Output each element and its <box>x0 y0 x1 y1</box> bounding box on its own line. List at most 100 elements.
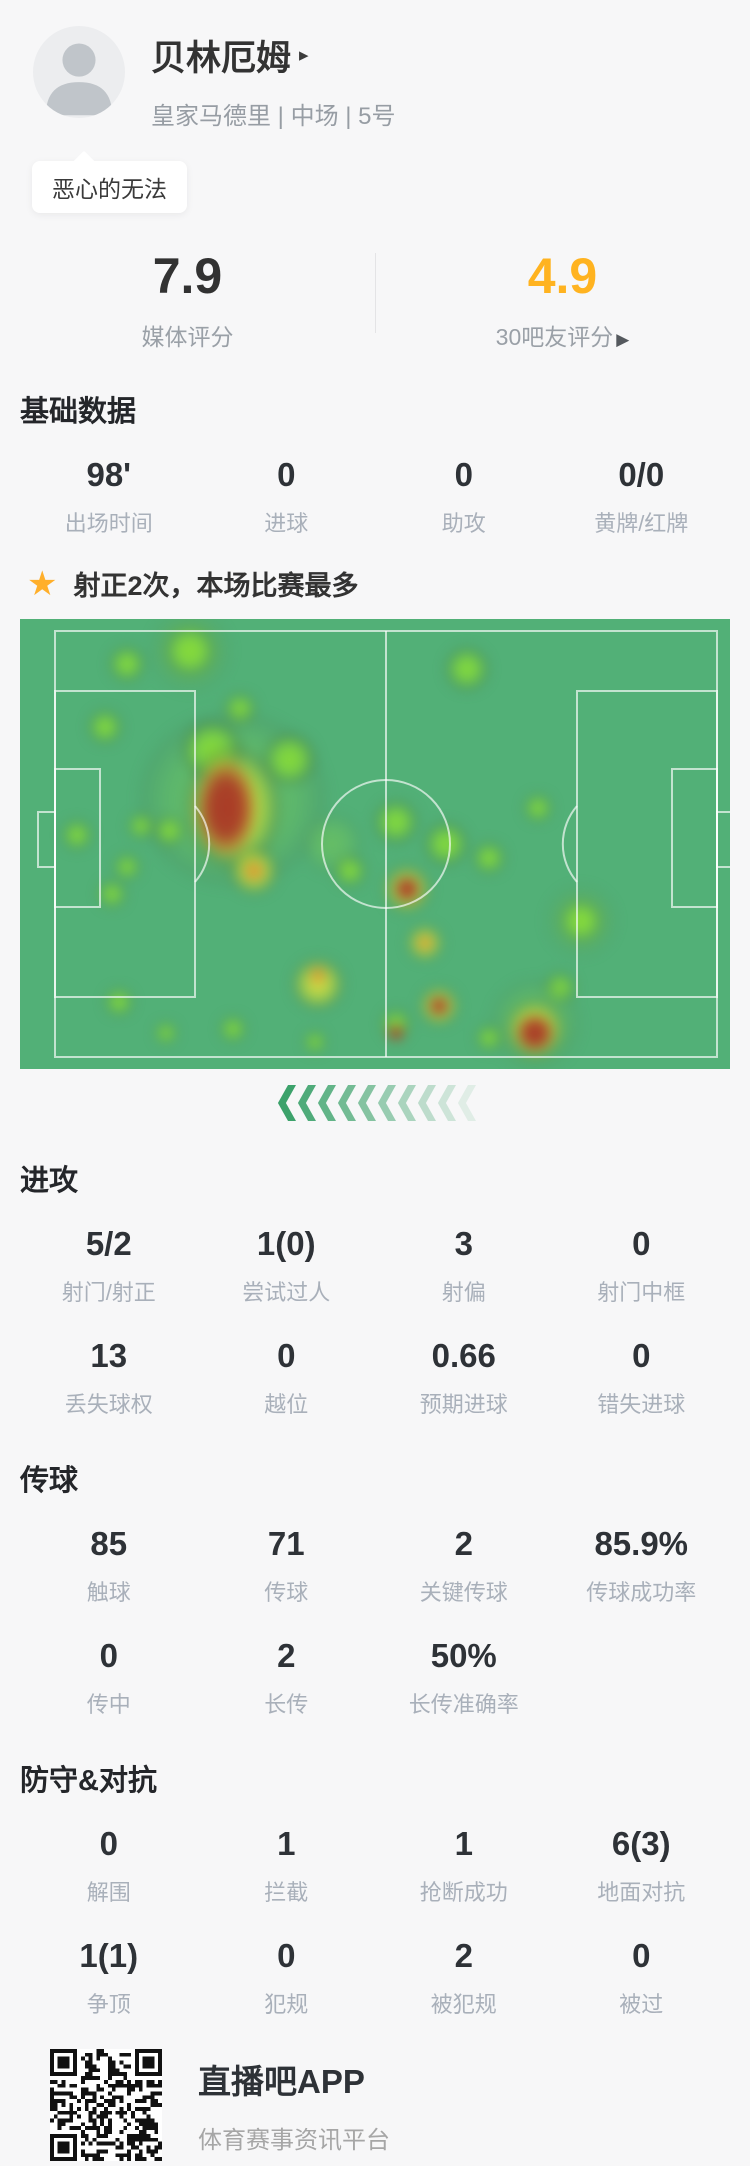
heat-blob <box>416 935 433 951</box>
highlight-text: 射正2次，本场比赛最多 <box>73 571 359 601</box>
stat-cell: 0 进球 <box>198 456 376 538</box>
heat-blob <box>164 624 217 677</box>
heat-blob <box>388 1025 405 1041</box>
stat-label: 关键传球 <box>419 1580 508 1605</box>
stat-value: 0 <box>632 1937 651 1974</box>
heat-blob <box>393 876 420 902</box>
heat-blob <box>475 1024 502 1051</box>
stat-value: 5/2 <box>85 1225 132 1262</box>
stat-row: 13 丢失球权 0 越位 0.66 预期进球 0 错失进球 <box>20 1307 730 1419</box>
heat-blob <box>61 820 92 850</box>
stat-label: 预期进球 <box>419 1392 508 1417</box>
chevron-right-icon: ▶ <box>616 330 630 349</box>
person-silhouette-icon <box>45 43 113 116</box>
stat-row: 85 触球 71 传球 2 关键传球 85.9% 传球成功率 <box>20 1499 730 1607</box>
stat-label: 传中 <box>86 1692 131 1717</box>
stat-value: 0 <box>277 1937 296 1974</box>
stat-label: 争顶 <box>86 1992 131 2017</box>
stat-cell: 0.66 预期进球 <box>375 1337 553 1419</box>
player-header: 贝林厄姆 ▸ 皇家马德里 | 中场 | 5号 <box>0 0 750 131</box>
stat-cell: 0 助攻 <box>375 456 553 538</box>
stat-label: 进球 <box>264 511 309 536</box>
stat-value <box>553 1637 731 1677</box>
attack-section: 进攻 5/2 射门/射正 1(0) 尝试过人 3 射偏 0 射门中框 13 丢失球权 0 越位 0.66… <box>0 1157 750 1419</box>
stat-cell: 85 触球 <box>20 1525 198 1607</box>
heat-blob <box>154 1022 177 1044</box>
stat-label: 尝试过人 <box>242 1280 331 1305</box>
player-name: 贝林厄姆 <box>151 39 292 78</box>
heat-blob <box>108 646 145 682</box>
stat-cell: 98' 出场时间 <box>20 456 198 538</box>
stat-value: 1 <box>277 1825 296 1862</box>
heat-blob <box>515 1014 554 1052</box>
stat-value: 2 <box>454 1525 473 1562</box>
stat-label: 错失进球 <box>597 1392 686 1417</box>
stat-label: 传球成功率 <box>586 1580 697 1605</box>
stat-value: 1 <box>454 1825 473 1862</box>
heat-blob <box>243 860 266 882</box>
stat-label: 黄牌/红牌 <box>594 511 689 536</box>
stat-cell: 2 关键传球 <box>375 1525 553 1607</box>
stat-label: 射门/射正 <box>61 1280 156 1305</box>
app-footer: 直播吧APP 体育赛事资讯平台 <box>0 2019 750 2161</box>
pitch-lines <box>37 630 730 1058</box>
basic-stats-grid: 98' 出场时间 0 进球 0 助攻 0/0 黄牌/红牌 <box>20 430 730 538</box>
media-rating-label: 媒体评分 <box>141 324 234 350</box>
heat-blob <box>472 841 505 874</box>
heat-blob <box>303 1031 326 1053</box>
player-avatar[interactable] <box>33 26 125 118</box>
heat-blob <box>524 794 553 822</box>
stat-label: 长传准确率 <box>408 1692 519 1717</box>
tag-bubble[interactable]: 恶心的无法 <box>32 161 187 213</box>
stat-value: 0.66 <box>431 1337 496 1374</box>
defense-stats-grid: 0 解围 1 拦截 1 抢断成功 6(3) 地面对抗 1(1) 争顶 0 犯规 2 被犯规 0 被过 <box>20 1799 730 2019</box>
basic-stats-section: 基础数据 98' 出场时间 0 进球 0 助攻 0/0 黄牌/红牌 <box>0 388 750 538</box>
fans-rating-label: 30吧友评分 ▶ <box>495 324 630 350</box>
stat-value: 0 <box>632 1337 651 1374</box>
stat-cell: 0 犯规 <box>198 1937 376 2019</box>
stat-label: 被过 <box>619 1992 664 2017</box>
star-icon: ★ <box>27 564 58 603</box>
stat-value: 85 <box>90 1525 128 1562</box>
chevron-right-icon: ▸ <box>299 45 309 66</box>
heat-blob <box>154 815 185 846</box>
stat-value: 0 <box>454 456 473 493</box>
stat-cell: 13 丢失球权 <box>20 1337 198 1419</box>
heat-blob <box>113 853 140 880</box>
stat-cell: 50% 长传准确率 <box>375 1637 553 1719</box>
heat-blob <box>424 822 468 866</box>
passing-stats-grid: 85 触球 71 传球 2 关键传球 85.9% 传球成功率 0 传中 2 长传 50% 长传准确率 <box>20 1499 730 1719</box>
fans-rating[interactable]: 4.9 30吧友评分 ▶ <box>375 247 750 352</box>
stat-row: 98' 出场时间 0 进球 0 助攻 0/0 黄牌/红牌 <box>20 430 730 538</box>
heat-blob <box>195 760 256 856</box>
heat-blob <box>309 965 328 984</box>
stat-cell: 0 错失进球 <box>553 1337 731 1419</box>
stat-value: 0/0 <box>618 456 665 493</box>
stat-label: 抢断成功 <box>419 1880 508 1905</box>
stat-label: 越位 <box>264 1392 309 1417</box>
stat-cell: 0 解围 <box>20 1825 198 1907</box>
stat-cell: 5/2 射门/射正 <box>20 1225 198 1307</box>
heat-blob <box>98 879 127 908</box>
stat-label: 助攻 <box>441 511 486 536</box>
player-name-row[interactable]: 贝林厄姆 ▸ <box>151 30 396 81</box>
stat-label: 解围 <box>86 1880 131 1905</box>
heat-blob <box>127 813 154 839</box>
chevron-left-icon <box>397 1085 416 1121</box>
stat-cell: 2 长传 <box>198 1637 376 1719</box>
stat-label: 长传 <box>264 1692 309 1717</box>
chevron-left-icon <box>277 1085 296 1121</box>
heat-blob <box>374 799 419 844</box>
stat-cell: 0 射门中框 <box>553 1225 731 1307</box>
stat-cell: 85.9% 传球成功率 <box>553 1525 731 1607</box>
stat-row: 1(1) 争顶 0 犯规 2 被犯规 0 被过 <box>20 1907 730 2019</box>
stat-label: 丢失球权 <box>64 1392 153 1417</box>
heat-blob <box>220 1015 246 1042</box>
stat-cell: 0/0 黄牌/红牌 <box>553 456 731 538</box>
media-rating-value: 7.9 <box>152 248 223 304</box>
stat-cell: 1(0) 尝试过人 <box>198 1225 376 1307</box>
heat-blob <box>334 855 367 887</box>
stat-cell: 1(1) 争顶 <box>20 1937 198 2019</box>
stat-cell: 2 被犯规 <box>375 1937 553 2019</box>
